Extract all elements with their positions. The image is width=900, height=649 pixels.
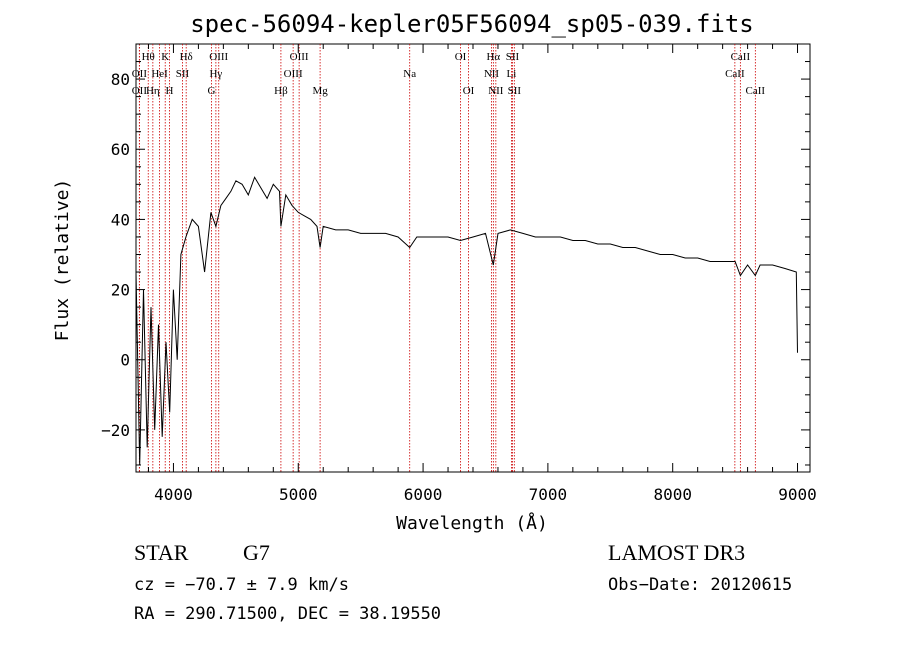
line-label-13: OIII xyxy=(284,68,303,80)
line-label-12: OIII xyxy=(290,51,309,63)
obs-date-text: Obs−Date: 20120615 xyxy=(608,575,792,595)
x-axis-label: Wavelength (Å) xyxy=(396,512,548,534)
line-label-19: Hα xyxy=(486,51,500,63)
line-label-0: Hθ xyxy=(142,51,155,63)
survey-name: LAMOST DR3 xyxy=(608,540,745,565)
line-label-18: OI xyxy=(463,85,475,97)
line-label-26: CaII xyxy=(725,68,745,80)
line-label-7: H xyxy=(165,85,173,97)
line-label-15: Mg xyxy=(312,85,328,97)
line-label-22: Li xyxy=(507,68,517,80)
line-label-27: CaII xyxy=(746,85,766,97)
line-label-6: SII xyxy=(176,68,190,80)
y-tick-label: −20 xyxy=(101,421,130,440)
x-tick-label: 4000 xyxy=(154,485,193,504)
x-tick-label: 7000 xyxy=(529,485,568,504)
spectral-line-markers xyxy=(138,44,756,472)
object-subclass: G7 xyxy=(243,540,270,565)
line-label-21: NII xyxy=(484,68,500,80)
line-label-20: SII xyxy=(506,51,520,63)
line-label-25: CaII xyxy=(731,51,751,63)
x-tick-label: 5000 xyxy=(279,485,318,504)
line-label-9: OIII xyxy=(209,51,228,63)
redshift-text: cz = −70.7 ± 7.9 km/s xyxy=(134,575,349,595)
x-axis: 4000 5000 6000 7000 8000 9000 xyxy=(147,44,817,504)
line-label-14: Hβ xyxy=(274,85,288,97)
y-tick-label: 20 xyxy=(111,281,130,300)
line-label-11: G xyxy=(208,85,216,97)
plot-frame xyxy=(135,43,811,473)
line-label-4: HeI xyxy=(151,68,168,80)
line-label-24: SII xyxy=(508,85,522,97)
line-label-10: Hγ xyxy=(209,68,222,80)
object-class: STAR xyxy=(134,540,189,565)
x-tick-label: 9000 xyxy=(778,485,817,504)
line-label-16: Na xyxy=(403,68,416,80)
coordinates-text: RA = 290.71500, DEC = 38.19550 xyxy=(134,604,441,624)
y-axis-label: Flux (relative) xyxy=(52,179,73,342)
line-label-5: K xyxy=(161,51,169,63)
y-tick-label: 40 xyxy=(111,210,130,229)
y-tick-label: 80 xyxy=(111,70,130,89)
spectrum-line xyxy=(135,176,798,466)
x-tick-label: 6000 xyxy=(404,485,443,504)
line-label-3: Hη xyxy=(146,85,160,97)
line-label-8: Hδ xyxy=(180,51,193,63)
chart-title: spec-56094-kepler05F56094_sp05-039.fits xyxy=(190,10,754,38)
y-tick-label: 0 xyxy=(120,351,130,370)
x-tick-label: 8000 xyxy=(653,485,692,504)
line-label-23: NII xyxy=(488,85,504,97)
line-label-17: OI xyxy=(455,51,467,63)
line-label-2: OII xyxy=(132,85,148,97)
y-axis: −20 0 20 40 60 80 xyxy=(101,43,810,466)
line-label-1: OII xyxy=(132,68,148,80)
y-tick-label: 60 xyxy=(111,140,130,159)
